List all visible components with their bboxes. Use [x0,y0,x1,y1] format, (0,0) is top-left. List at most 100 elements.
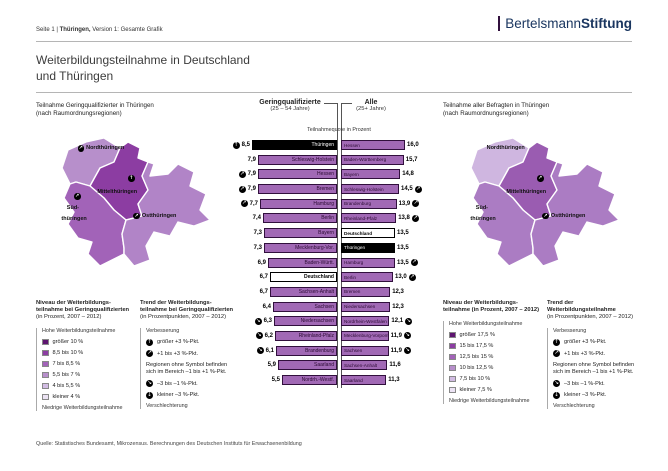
bar-value: 5,5 [271,377,280,383]
legend-swatch [42,371,49,378]
legend-high-label: Hohe Weiterbildungsteilnahme [42,328,116,334]
bar-value: 6,7 [259,288,268,295]
legend-improve-label: Verbesserung [146,328,180,334]
bar-value: 7,9 [247,171,256,178]
chart-left-cell: 6,7 Deutschland [232,272,337,283]
legend-title: Niveau der Weiterbildungs- teilnahme (in… [443,300,543,314]
chart-left-cell: 7,3 Bayern [232,228,337,239]
trend-up-right-icon: ↗ [240,200,248,208]
logo-bar-icon [498,16,501,31]
bar-value: 14,5 [401,186,413,193]
bar-value: 7,9 [247,186,256,193]
chart-left-cell: ↘ 6,1 Brandenburg [232,345,337,356]
chart-row: ↗ 7,9 Bremen Schleswig-Holstein 14,5 ↗ [232,184,442,195]
bar-label: Deutschland [303,274,334,281]
legend-class-row: größer 10 % [42,338,136,345]
bar-alle: Baden-Württemberg [341,154,404,165]
bar-value: 6,9 [257,259,266,266]
map-label-sued-line2: thüringen [61,216,86,222]
bracket-right-line [341,103,352,104]
chart-row: ↗ 7,7 Hamburg Brandenburg 13,9 ↗ [232,198,442,209]
bar-geringqualifizierte: Saarland [278,360,337,371]
bar-label: Berlin [344,274,356,280]
legend-body: Verbesserung ↑ größer +3 %-Pkt. ↗ +1 bis +3 … [140,328,236,409]
legend-trend-row: ↗ +1 bis +3 %-Pkt. [553,350,635,357]
trend-down-icon: ↓ [553,391,560,399]
legend-swatch [42,382,49,389]
chart-rows: ↑ 8,5 Thüringen Hessen 16,0 7,9 Schleswig-Hols… [232,140,442,385]
bar-value: 13,5 [397,259,409,266]
chart-row: 5,5 Nordrh.-Westf. Saarland 11,3 [232,375,442,385]
map-label-mittel: Mittelthüringen [97,189,137,195]
thuringia-map-svg [61,137,211,267]
map-trend-mittel: ↗ [537,175,544,182]
trend-down-right-icon: ↘ [405,317,413,325]
page-info: Seite 1 | Thüringen, Version 1: Gesamte … [36,27,163,33]
bar-label: Berlin [321,215,334,222]
legend-note: Regionen ohne Symbol befinden sich im Be… [553,361,635,375]
trend-up-right-icon: ↗ [537,175,544,182]
bar-geringqualifizierte: Thüringen [252,140,337,150]
map-label-text: Ostthüringen [141,212,177,219]
bar-label: Saarland [344,377,363,383]
legend-class-label: größer 10 % [52,338,84,345]
legend-class-row: kleiner 7,5 % [449,386,543,393]
chart-left-cell: ↗ 7,9 Hessen [232,169,337,180]
bar-label: Rheinland-Pfalz [344,215,378,221]
legend-title-line2: teilnahme bei Geringqualifizierten [36,307,130,313]
legend-worsen-label: Verschlechterung [553,403,595,409]
chart-right-header: Alle (25+ Jahre) [341,99,401,112]
legend-class-row: 12,5 bis 15 % [449,353,543,360]
page-title-line1: Weiterbildungsteilnahme in Deutschland [36,53,250,67]
legend-swatch [449,353,456,360]
legend-title-line1: Niveau der Weiterbildungs- [443,300,518,306]
bar-label: Bayern [318,230,334,237]
legend-trend-label: –3 bis –1 %-Pkt. [157,380,198,387]
bar-label: Thüringen [311,142,334,148]
chart-right-cell: Saarland 11,3 [341,375,442,385]
chart-right-cell: Bayern 14,8 [341,169,442,180]
bar-alle: Schleswig-Holstein [341,184,399,195]
bar-label: Nordrh.-Westf. [301,377,334,383]
chart-left-cell: ↘ 6,3 Niedersachsen [232,316,337,327]
bar-alle: Hessen [341,140,405,150]
bar-label: Hessen [317,171,334,178]
trend-down-right-icon: ↘ [254,317,262,325]
legend-improve-label: Verbesserung [553,328,587,334]
bar-label: Brandenburg [305,347,334,354]
legend-class-label: 4 bis 5,5 % [52,382,81,389]
legend-niveau-alle: Niveau der Weiterbildungs- teilnahme (in… [443,300,543,404]
legend-trend-row: ↘ –3 bis –1 %-Pkt. [553,380,635,387]
chart-right-cell: Sachsen 11,9 ↘ [341,345,442,356]
chart-right-cell: Hessen 16,0 [341,140,442,150]
legend-trend-row: ↗ +1 bis +3 %-Pkt. [146,350,236,357]
chart-left-header: Geringqualifizierte (25 – 54 Jahre) [245,99,335,112]
chart-left-cell: 6,7 Sachsen-Anhalt [232,286,337,297]
map-label-text: Mittelthüringen [506,188,547,195]
bar-label: Schleswig-Holstein [344,186,384,192]
thuringia-map-alle: Nordthüringen ↗ Mittelthüringen Süd-thüring… [447,124,627,274]
legend-class-label: 7,5 bis 10 % [459,375,491,382]
trend-up-icon: ↑ [146,338,153,346]
legend-note: Regionen ohne Symbol befinden sich im Be… [146,361,228,375]
bar-value: 12,3 [392,288,404,295]
legend-class-label: 15 bis 17,5 % [459,342,494,349]
legend-swatch [449,342,456,349]
legend-low-label: Niedrige Weiterbildungsteilnahme [449,397,530,404]
legend-trend-label: kleiner –3 %-Pkt. [564,392,607,398]
legend-swatch [42,338,49,345]
legend-title-line3: (in Prozent, 2007 – 2012) [36,314,102,320]
legend-class-row: 10 bis 12,5 % [449,364,543,371]
legend-class-label: kleiner 4 % [52,393,81,400]
region-suedthueringen [472,181,536,267]
bar-label: Niedersachsen [344,304,376,310]
map-label-text: Mittelthüringen [97,188,138,195]
bar-alle: Berlin [341,272,393,283]
chart-left-cell: 7,3 Mecklenburg-Vor. [232,242,337,253]
legend-swatch [42,393,49,400]
trend-up-right-icon: ↗ [238,170,246,178]
left-map-title: Teilnahme Geringqualifizierter in Thürin… [36,102,154,117]
bar-geringqualifizierte: Berlin [263,213,337,224]
source-note: Quelle: Statistisches Bundesamt, Mikroze… [36,441,302,447]
bar-label: Deutschland [344,230,373,236]
